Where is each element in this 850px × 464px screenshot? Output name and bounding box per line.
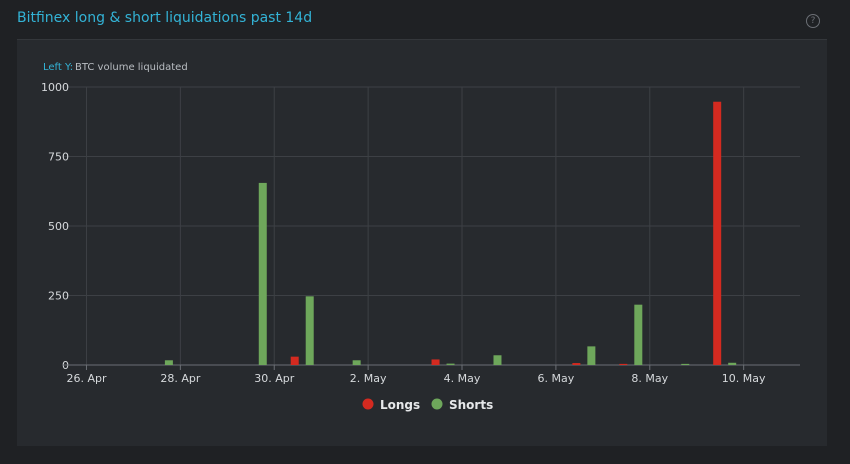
x-tick-label: 30. Apr bbox=[254, 372, 294, 385]
bar-longs-10[interactable] bbox=[572, 363, 581, 365]
y-axis-title: BTC volume liquidated bbox=[75, 62, 188, 73]
y-tick-label: 1000 bbox=[41, 81, 69, 94]
x-tick-label: 28. Apr bbox=[160, 372, 200, 385]
y-tick-label: 750 bbox=[48, 151, 69, 164]
bar-shorts-12[interactable] bbox=[681, 363, 690, 365]
x-tick-label: 8. May bbox=[631, 372, 668, 385]
bar-shorts-5[interactable] bbox=[352, 360, 361, 365]
y-tick-label: 250 bbox=[48, 290, 69, 303]
bar-shorts-7[interactable] bbox=[446, 363, 455, 365]
bar-longs-4[interactable] bbox=[290, 356, 299, 365]
legend-marker bbox=[431, 398, 443, 410]
legend-label: Shorts bbox=[449, 398, 493, 412]
x-tick-label: 4. May bbox=[444, 372, 481, 385]
grid-lines bbox=[63, 86, 800, 366]
bar-shorts-4[interactable] bbox=[305, 296, 314, 365]
x-tick-label: 26. Apr bbox=[66, 372, 106, 385]
legend-item-shorts[interactable]: Shorts bbox=[431, 398, 494, 412]
legend-marker bbox=[362, 398, 374, 410]
x-axis-ticks: 26. Apr 28. Apr 30. Apr 2. May 4. May 6. May 8… bbox=[63, 364, 800, 385]
x-tick-label: 2. May bbox=[350, 372, 387, 385]
bar-shorts-3[interactable] bbox=[258, 182, 267, 365]
bar-longs-7[interactable] bbox=[431, 359, 440, 365]
y-axis-title-prefix: Left Y: bbox=[43, 62, 73, 73]
legend-label: Longs bbox=[380, 398, 420, 412]
chart-panel bbox=[17, 39, 827, 446]
bar-longs-13[interactable] bbox=[713, 101, 722, 365]
bar-shorts-11[interactable] bbox=[634, 304, 643, 365]
help-circle-icon[interactable]: ? bbox=[806, 14, 820, 28]
chart-title: Bitfinex long & short liquidations past … bbox=[17, 10, 313, 26]
bar-shorts-1[interactable] bbox=[164, 360, 173, 365]
bars bbox=[164, 101, 737, 365]
bar-longs-11[interactable] bbox=[619, 363, 628, 365]
legend-item-longs[interactable]: Longs bbox=[362, 398, 421, 412]
bar-shorts-10[interactable] bbox=[587, 346, 596, 365]
bar-shorts-13[interactable] bbox=[728, 362, 737, 365]
legend: Longs Shorts bbox=[362, 398, 494, 412]
y-tick-label: 500 bbox=[48, 220, 69, 233]
y-axis-ticks: 02505007501000 bbox=[41, 81, 69, 372]
bar-shorts-8[interactable] bbox=[493, 355, 502, 365]
x-tick-label: 10. May bbox=[722, 372, 766, 385]
x-tick-label: 6. May bbox=[538, 372, 575, 385]
